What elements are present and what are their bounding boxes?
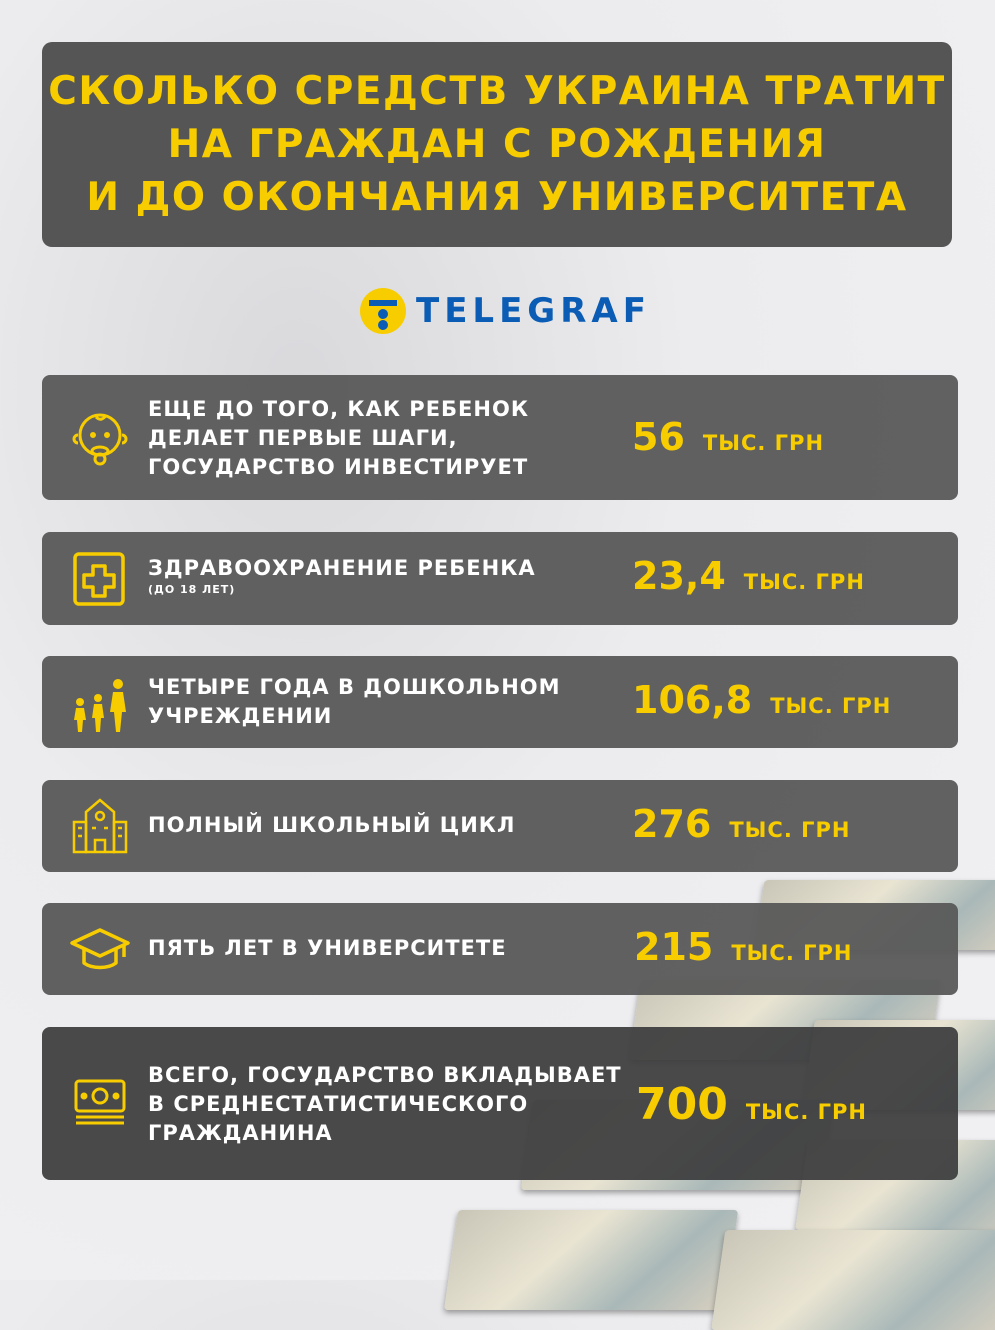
row-label-line: ДЕЛАЕТ ПЕРВЫЕ ШАГИ, xyxy=(148,426,458,450)
title-line: СКОЛЬКО СРЕДСТВ УКРАИНА ТРАТИТ xyxy=(48,69,946,114)
row-total: ВСЕГО, ГОСУДАРСТВО ВКЛАДЫВАЕТ В СРЕДНЕСТ… xyxy=(42,1027,958,1180)
row-value: 215 xyxy=(634,925,714,969)
title-line: НА ГРАЖДАН С РОЖДЕНИЯ xyxy=(167,122,827,167)
row-unit: ТЫС. ГРН xyxy=(729,818,851,842)
row-unit: ТЫС. ГРН xyxy=(745,1100,867,1124)
row-unit: ТЫС. ГРН xyxy=(731,941,853,965)
row-before-first-steps: ЕЩЕ ДО ТОГО, КАК РЕБЕНОК ДЕЛАЕТ ПЕРВЫЕ Ш… xyxy=(42,375,958,500)
row-value: 56 xyxy=(632,415,685,459)
title-line: И ДО ОКОНЧАНИЯ УНИВЕРСИТЕТА xyxy=(86,175,908,220)
row-healthcare: ЗДРАВООХРАНЕНИЕ РЕБЕНКА (ДО 18 ЛЕТ) 23,4… xyxy=(42,532,958,625)
row-label-line: ГРАЖДАНИНА xyxy=(148,1121,333,1145)
row-label-line: ВСЕГО, ГОСУДАРСТВО ВКЛАДЫВАЕТ xyxy=(148,1063,622,1087)
row-value: 23,4 xyxy=(632,554,726,598)
money-icon xyxy=(74,1079,126,1125)
family-icon xyxy=(74,679,126,732)
medical-cross-icon xyxy=(73,552,125,606)
row-value: 700 xyxy=(636,1079,728,1130)
row-label-line: ПЯТЬ ЛЕТ В УНИВЕРСИТЕТЕ xyxy=(148,936,507,960)
logo-text: TELEGRAF xyxy=(416,291,651,331)
telegraf-logo-icon xyxy=(360,288,406,334)
row-value: 276 xyxy=(632,802,712,846)
row-label-line: В СРЕДНЕСТАТИСТИЧЕСКОГО xyxy=(148,1092,529,1116)
row-university: ПЯТЬ ЛЕТ В УНИВЕРСИТЕТЕ 215 ТЫС. ГРН xyxy=(42,903,958,995)
row-label-line: ГОСУДАРСТВО ИНВЕСТИРУЕТ xyxy=(148,455,529,479)
row-label-line: ЕЩЕ ДО ТОГО, КАК РЕБЕНОК xyxy=(148,397,529,421)
row-value: 106,8 xyxy=(632,678,753,722)
row-label-line: УЧРЕЖДЕНИИ xyxy=(148,704,333,728)
row-school: ПОЛНЫЙ ШКОЛЬНЫЙ ЦИКЛ 276 ТЫС. ГРН xyxy=(42,780,958,872)
graduation-cap-icon xyxy=(70,928,130,970)
row-preschool: ЧЕТЫРЕ ГОДА В ДОШКОЛЬНОМ УЧРЕЖДЕНИИ 106,… xyxy=(42,656,958,748)
row-note: (ДО 18 ЛЕТ) xyxy=(148,583,236,596)
row-unit: ТЫС. ГРН xyxy=(743,570,865,594)
school-icon xyxy=(72,798,128,854)
row-unit: ТЫС. ГРН xyxy=(702,431,825,455)
row-unit: ТЫС. ГРН xyxy=(770,694,892,718)
telegraf-logo: TELEGRAF xyxy=(360,288,651,334)
row-label-line: ПОЛНЫЙ ШКОЛЬНЫЙ ЦИКЛ xyxy=(148,813,516,837)
row-label-line: ЗДРАВООХРАНЕНИЕ РЕБЕНКА xyxy=(148,556,536,580)
row-label-line: ЧЕТЫРЕ ГОДА В ДОШКОЛЬНОМ xyxy=(148,675,561,699)
title-banner: СКОЛЬКО СРЕДСТВ УКРАИНА ТРАТИТ НА ГРАЖДА… xyxy=(42,42,952,247)
baby-icon xyxy=(72,413,128,466)
